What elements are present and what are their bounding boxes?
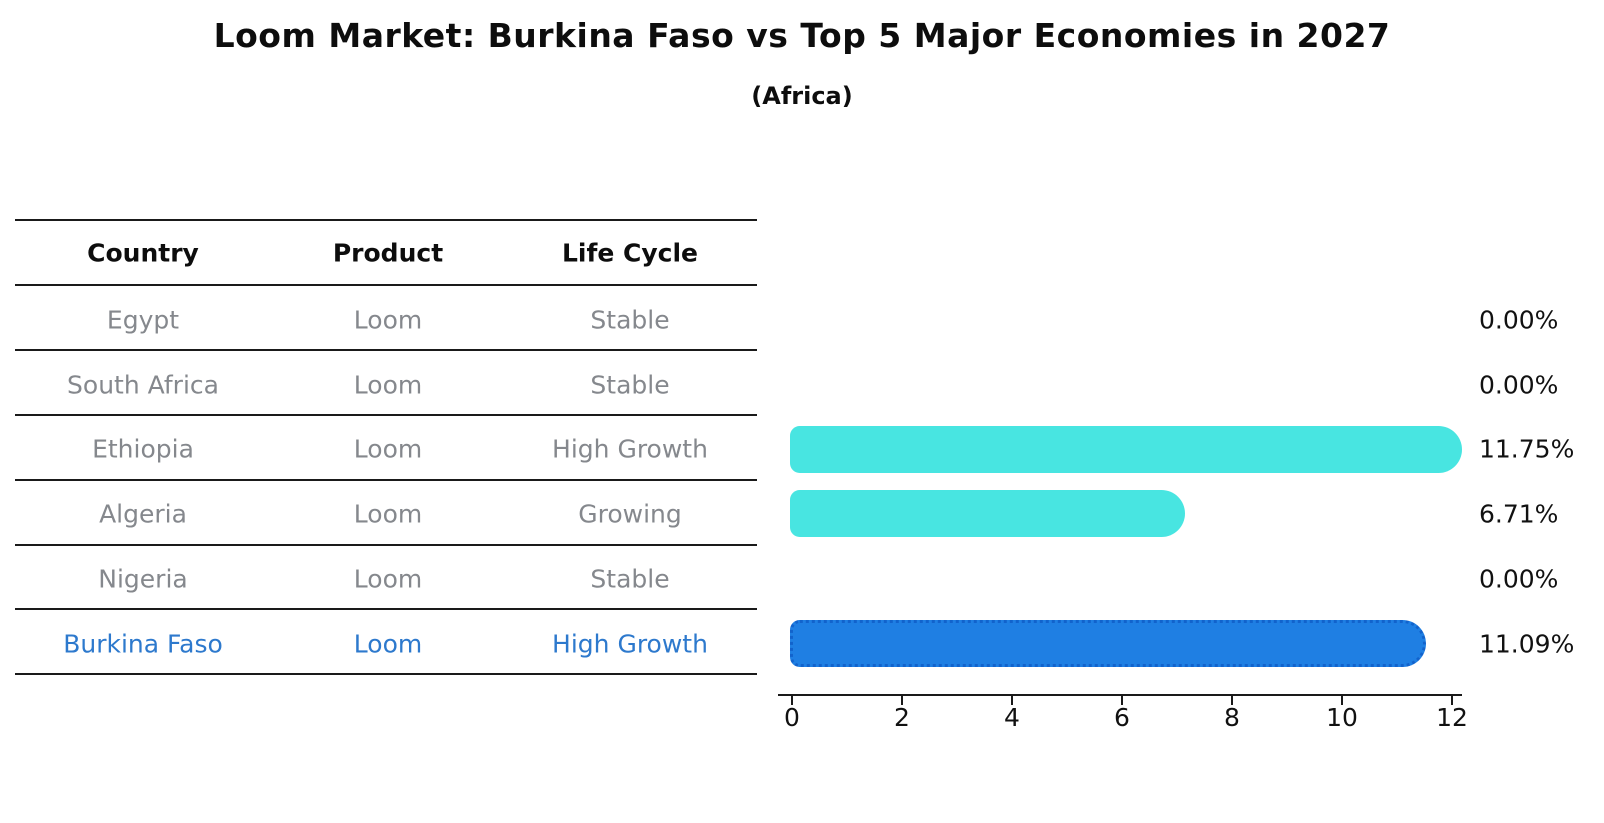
table-cell-country: Algeria bbox=[99, 499, 187, 528]
x-axis-tick-mark bbox=[1011, 696, 1013, 705]
column-header: Product bbox=[332, 238, 444, 268]
bar-value-label: 11.09% bbox=[1479, 629, 1575, 658]
column-header: Life Cycle bbox=[561, 238, 699, 268]
bar-value-label: 6.71% bbox=[1479, 499, 1559, 528]
table-rule-line bbox=[15, 284, 757, 286]
table-rule-line bbox=[15, 543, 757, 546]
x-axis-tick-mark bbox=[1231, 696, 1233, 705]
x-axis-tick-mark bbox=[791, 696, 793, 705]
table-rule-line bbox=[15, 478, 757, 481]
bar bbox=[790, 490, 1186, 537]
table-cell-product: Loom bbox=[353, 629, 423, 658]
x-axis-tick-label: 12 bbox=[1436, 703, 1468, 732]
column-header: Country bbox=[87, 238, 199, 268]
bar bbox=[790, 425, 1463, 473]
table-cell-country: Burkina Faso bbox=[63, 629, 223, 658]
table-rule-line bbox=[15, 349, 757, 351]
table-cell-country: Ethiopia bbox=[92, 434, 194, 464]
table-cell-product: Loom bbox=[353, 434, 423, 464]
x-axis-line bbox=[778, 694, 1462, 696]
chart-title: Loom Market: Burkina Faso vs Top 5 Major… bbox=[213, 16, 1391, 55]
table-cell-life_cycle: Stable bbox=[590, 305, 670, 334]
x-axis-tick-label: 2 bbox=[894, 703, 910, 732]
bar-value-label: 11.75% bbox=[1479, 434, 1575, 464]
bar-value-label: 0.00% bbox=[1479, 564, 1559, 593]
table-rule-line bbox=[15, 414, 757, 416]
table-rule-line bbox=[15, 673, 757, 675]
x-axis-tick-label: 6 bbox=[1114, 703, 1130, 732]
table-rule-line bbox=[15, 608, 757, 610]
table-cell-life_cycle: High Growth bbox=[552, 434, 708, 464]
bar-value-label: 0.00% bbox=[1479, 370, 1559, 399]
x-axis-tick-label: 10 bbox=[1326, 703, 1358, 732]
bar-value-label: 0.00% bbox=[1479, 305, 1559, 334]
table-cell-product: Loom bbox=[353, 499, 423, 528]
table-cell-product: Loom bbox=[353, 305, 423, 334]
table-cell-life_cycle: High Growth bbox=[552, 629, 708, 658]
table-cell-life_cycle: Growing bbox=[578, 499, 682, 528]
x-axis-tick-label: 4 bbox=[1004, 703, 1020, 732]
table-rule-line bbox=[15, 219, 757, 221]
x-axis-tick-mark bbox=[901, 696, 903, 705]
table-cell-product: Loom bbox=[353, 370, 423, 399]
table-cell-country: Egypt bbox=[106, 305, 180, 334]
table-cell-country: South Africa bbox=[67, 370, 219, 399]
table-cell-life_cycle: Stable bbox=[590, 564, 670, 593]
chart-subtitle: (Africa) bbox=[751, 82, 853, 110]
table-cell-country: Nigeria bbox=[98, 564, 188, 593]
x-axis-tick-mark bbox=[1121, 696, 1123, 705]
highlight-bar bbox=[790, 620, 1426, 667]
table-cell-life_cycle: Stable bbox=[590, 370, 670, 399]
table-cell-product: Loom bbox=[353, 564, 423, 593]
x-axis-tick-mark bbox=[1341, 696, 1343, 705]
x-axis-tick-mark bbox=[1451, 696, 1453, 705]
x-axis-tick-label: 0 bbox=[784, 703, 800, 732]
x-axis-tick-label: 8 bbox=[1224, 703, 1240, 732]
